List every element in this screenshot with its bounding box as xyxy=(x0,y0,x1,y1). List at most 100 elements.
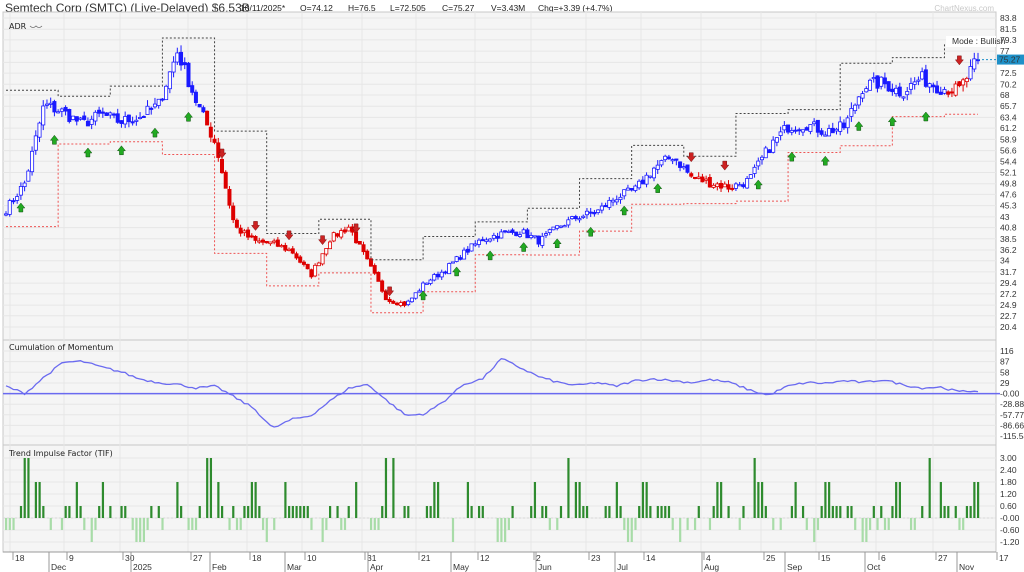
candle[interactable] xyxy=(365,249,370,260)
candle[interactable] xyxy=(730,184,735,192)
candle[interactable] xyxy=(119,120,124,128)
candle[interactable] xyxy=(882,72,887,89)
candle[interactable] xyxy=(495,232,500,243)
candle[interactable] xyxy=(391,299,396,304)
candle[interactable] xyxy=(74,116,79,126)
candle[interactable] xyxy=(112,112,117,119)
candle[interactable] xyxy=(37,121,42,143)
candle[interactable] xyxy=(11,198,16,205)
candle[interactable] xyxy=(409,297,414,303)
candle[interactable] xyxy=(949,87,954,98)
candle[interactable] xyxy=(287,247,292,252)
candle[interactable] xyxy=(640,176,645,185)
candle[interactable] xyxy=(175,47,180,65)
candle[interactable] xyxy=(815,119,820,138)
candle[interactable] xyxy=(547,228,552,236)
candle[interactable] xyxy=(238,224,243,237)
candle[interactable] xyxy=(596,209,601,215)
candle[interactable] xyxy=(503,230,508,234)
candle[interactable] xyxy=(800,129,805,137)
candle[interactable] xyxy=(424,282,429,285)
candle[interactable] xyxy=(257,237,262,244)
candle[interactable] xyxy=(637,179,642,190)
candle[interactable] xyxy=(305,263,310,270)
candle[interactable] xyxy=(603,202,608,208)
candle[interactable] xyxy=(439,269,444,280)
candle[interactable] xyxy=(666,154,671,160)
candle[interactable] xyxy=(108,111,113,119)
candle[interactable] xyxy=(864,86,869,93)
candle[interactable] xyxy=(138,112,143,120)
candle[interactable] xyxy=(961,77,966,92)
candle[interactable] xyxy=(633,184,638,193)
candle[interactable] xyxy=(59,107,64,118)
candle[interactable] xyxy=(901,96,906,101)
candle[interactable] xyxy=(663,154,668,163)
candle[interactable] xyxy=(22,180,27,192)
candle[interactable] xyxy=(577,216,582,223)
candle[interactable] xyxy=(283,242,288,253)
candle[interactable] xyxy=(279,243,284,248)
candle[interactable] xyxy=(570,215,575,220)
candle[interactable] xyxy=(644,172,649,188)
candle[interactable] xyxy=(361,241,366,255)
candle[interactable] xyxy=(849,102,854,122)
candle[interactable] xyxy=(171,56,176,78)
candle[interactable] xyxy=(294,251,299,260)
candle[interactable] xyxy=(555,225,560,231)
candle[interactable] xyxy=(205,110,210,126)
candle[interactable] xyxy=(879,76,884,90)
candle[interactable] xyxy=(100,107,105,118)
candle[interactable] xyxy=(599,202,604,214)
candle[interactable] xyxy=(540,232,545,249)
candle[interactable] xyxy=(890,83,895,96)
candle[interactable] xyxy=(104,112,109,116)
candle[interactable] xyxy=(26,169,31,182)
candle[interactable] xyxy=(726,180,731,193)
candle[interactable] xyxy=(741,182,746,189)
candle[interactable] xyxy=(972,52,977,73)
candle[interactable] xyxy=(782,121,787,134)
candle[interactable] xyxy=(428,278,433,286)
candle[interactable] xyxy=(544,231,549,238)
candle[interactable] xyxy=(860,90,865,103)
candle[interactable] xyxy=(696,172,701,180)
candle[interactable] xyxy=(551,226,556,231)
candle[interactable] xyxy=(908,77,913,95)
candle[interactable] xyxy=(443,270,448,275)
candle[interactable] xyxy=(324,248,329,257)
candle[interactable] xyxy=(346,224,351,232)
candle[interactable] xyxy=(253,235,258,244)
candle[interactable] xyxy=(78,116,83,121)
candle[interactable] xyxy=(313,263,318,278)
candle[interactable] xyxy=(7,198,12,217)
candle[interactable] xyxy=(197,103,202,108)
candle[interactable] xyxy=(476,238,481,248)
candle[interactable] xyxy=(584,208,589,219)
candle[interactable] xyxy=(752,164,757,178)
candle[interactable] xyxy=(588,207,593,217)
candle[interactable] xyxy=(745,175,750,189)
candle[interactable] xyxy=(316,261,321,267)
candle[interactable] xyxy=(614,195,619,205)
candle[interactable] xyxy=(335,232,340,238)
candle[interactable] xyxy=(491,232,496,241)
candle[interactable] xyxy=(707,174,712,188)
candle[interactable] xyxy=(327,240,332,250)
candle[interactable] xyxy=(462,247,467,260)
candle[interactable] xyxy=(536,235,541,248)
candle[interactable] xyxy=(212,134,217,145)
candle[interactable] xyxy=(179,45,184,71)
candle[interactable] xyxy=(201,105,206,114)
candle[interactable] xyxy=(562,224,567,228)
candle[interactable] xyxy=(134,115,139,126)
candle[interactable] xyxy=(886,81,891,92)
candle[interactable] xyxy=(234,218,239,229)
candle[interactable] xyxy=(48,97,53,109)
candle[interactable] xyxy=(566,216,571,228)
candle[interactable] xyxy=(719,180,724,192)
candle[interactable] xyxy=(871,72,876,83)
candle[interactable] xyxy=(737,181,742,187)
candle[interactable] xyxy=(417,288,422,293)
candle[interactable] xyxy=(309,268,314,279)
